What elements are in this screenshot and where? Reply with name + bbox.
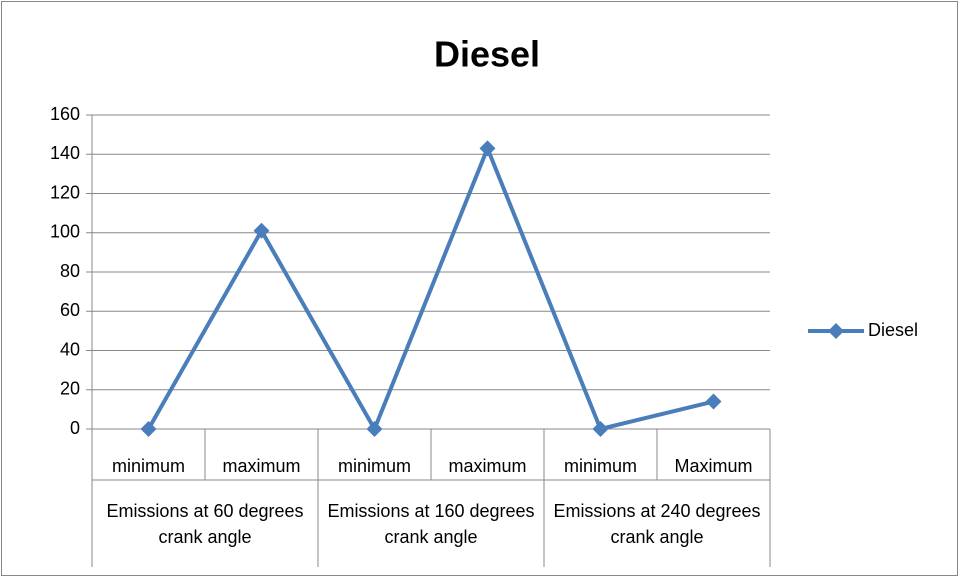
group-label: Emissions at 240 degrees crank angle bbox=[553, 501, 761, 547]
point-marker bbox=[366, 421, 383, 437]
point-marker bbox=[479, 140, 496, 157]
y-tick-label: 100 bbox=[50, 222, 80, 242]
legend-label: Diesel bbox=[868, 320, 918, 340]
series-line bbox=[146, 146, 714, 431]
x-tick-label: maximum bbox=[448, 456, 526, 476]
x-tick-label: maximum bbox=[222, 456, 300, 476]
y-tick-label: 80 bbox=[60, 261, 80, 281]
point-marker bbox=[705, 393, 722, 410]
y-tick-label: 0 bbox=[70, 418, 80, 438]
y-tick-label: 120 bbox=[50, 182, 80, 202]
y-tick-label: 160 bbox=[50, 104, 80, 124]
y-tick-label: 40 bbox=[60, 339, 80, 359]
y-tick-label: 140 bbox=[50, 143, 80, 163]
chart-title: Diesel bbox=[434, 34, 540, 75]
x-tick-label: Maximum bbox=[674, 456, 752, 476]
point-marker bbox=[592, 421, 609, 437]
x-tick-label: minimum bbox=[338, 456, 411, 476]
x-tick-label: minimum bbox=[564, 456, 637, 476]
group-label: Emissions at 60 degrees crank angle bbox=[106, 501, 304, 547]
point-marker bbox=[253, 222, 270, 239]
point-marker bbox=[140, 421, 157, 437]
y-tick-label: 60 bbox=[60, 300, 80, 320]
y-tick-label: 20 bbox=[60, 379, 80, 399]
legend-marker bbox=[828, 323, 844, 339]
group-label: Emissions at 160 degrees crank angle bbox=[327, 501, 535, 547]
x-tick-label: minimum bbox=[112, 456, 185, 476]
